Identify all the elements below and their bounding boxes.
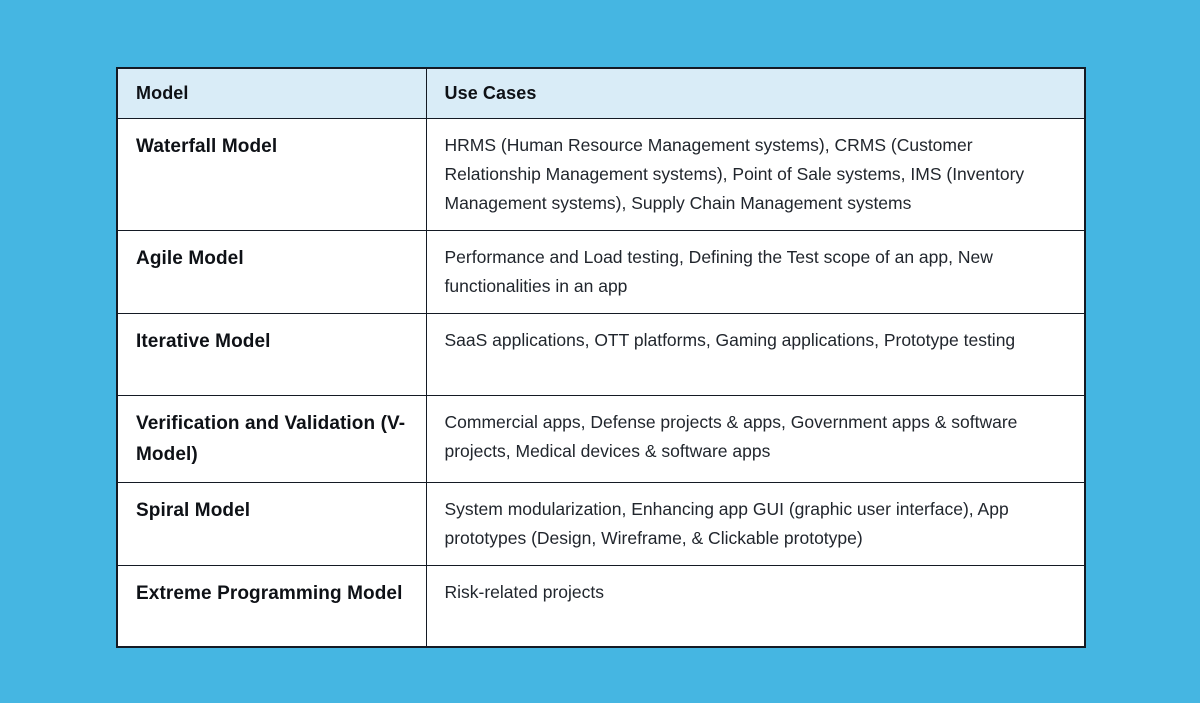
table-row: Iterative Model SaaS applications, OTT p… (116, 312, 1086, 396)
models-use-cases-table: Model Use Cases Waterfall Model HRMS (Hu… (116, 67, 1086, 648)
model-name: Verification and Validation (V-Model) (116, 394, 427, 483)
table-row: Spiral Model System modularization, Enha… (116, 481, 1086, 566)
table-row: Verification and Validation (V-Model) Co… (116, 394, 1086, 483)
use-cases-text: System modularization, Enhancing app GUI… (425, 481, 1086, 566)
table-header: Model Use Cases (116, 67, 1086, 119)
use-cases-text: Commercial apps, Defense projects & apps… (425, 394, 1086, 483)
model-name: Spiral Model (116, 481, 427, 566)
table-row: Agile Model Performance and Load testing… (116, 229, 1086, 314)
table-body: Waterfall Model HRMS (Human Resource Man… (116, 117, 1086, 648)
model-name: Iterative Model (116, 312, 427, 396)
model-name: Waterfall Model (116, 117, 427, 231)
model-name: Extreme Programming Model (116, 564, 427, 648)
model-name: Agile Model (116, 229, 427, 314)
table-row: Extreme Programming Model Risk-related p… (116, 564, 1086, 648)
table-row: Waterfall Model HRMS (Human Resource Man… (116, 117, 1086, 231)
header-row: Model Use Cases (116, 67, 1086, 119)
use-cases-text: SaaS applications, OTT platforms, Gaming… (425, 312, 1086, 396)
column-header-model: Model (116, 67, 427, 119)
use-cases-text: Risk-related projects (425, 564, 1086, 648)
use-cases-text: HRMS (Human Resource Management systems)… (425, 117, 1086, 231)
use-cases-text: Performance and Load testing, Defining t… (425, 229, 1086, 314)
column-header-use-cases: Use Cases (425, 67, 1086, 119)
